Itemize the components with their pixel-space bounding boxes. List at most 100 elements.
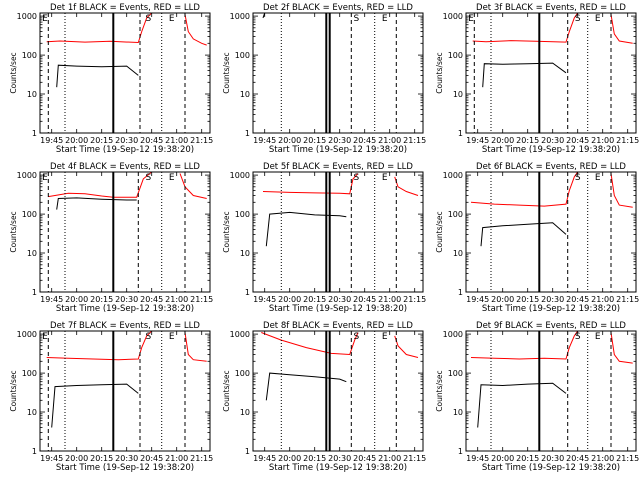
x-tick-label: 20:15 [303,136,326,145]
series-lld-segment-2 [610,14,633,44]
y-tick-label: 1000 [17,12,37,21]
x-tick-label: 20:30 [328,454,351,463]
y-axis-label: Counts/sec [222,211,231,252]
plot-area [46,13,207,88]
x-tick-label: 20:00 [65,454,88,463]
y-axis-label: Counts/sec [9,211,18,252]
panel-title: Det 7f BLACK = Events, RED = LLD [50,321,200,331]
x-axis-label: Start Time (19-Sep-12 19:38:20) [482,463,620,473]
x-tick-label: 21:00 [378,454,401,463]
panel-title: Det 2f BLACK = Events, RED = LLD [263,3,413,13]
x-tick-label: 20:00 [65,295,88,304]
x-tick-label: 21:15 [616,136,639,145]
plot-area [48,172,207,210]
x-tick-label: 20:00 [65,136,88,145]
x-tick-label: 21:00 [591,295,614,304]
series-lld-segment-1 [262,173,359,195]
plot-frame [465,330,637,452]
y-tick-label: 10 [453,249,463,258]
x-tick-label: 21:00 [165,136,188,145]
x-tick-label: 20:00 [491,136,514,145]
panel-title: Det 9f BLACK = Events, RED = LLD [476,321,626,331]
x-tick-label: 21:15 [403,454,426,463]
series-lld-segment-2 [394,335,419,358]
y-axis-label: Counts/sec [222,370,231,411]
x-axis-label: Start Time (19-Sep-12 19:38:20) [269,145,407,155]
series-lld-segment-2 [610,173,633,208]
x-tick-label: 20:45 [566,454,589,463]
marker-label-1: E [468,14,474,24]
y-axis-label: Counts/sec [9,370,18,411]
x-tick-label: 19:45 [40,136,63,145]
x-tick-label: 21:00 [378,136,401,145]
y-axis-label: Counts/sec [435,52,444,93]
plot-frame [465,171,637,293]
series-lld-segment-2 [610,332,633,364]
marker-label-2: E [595,173,601,183]
y-tick-label: 1 [458,129,463,138]
x-tick-label: 19:45 [253,295,276,304]
series-lld-segment-2 [179,173,207,199]
marker-label-2: E [382,14,388,24]
x-tick-label: 20:15 [303,454,326,463]
y-axis-label: Counts/sec [435,211,444,252]
marker-label-1: E [42,332,48,342]
y-tick-label: 1 [245,129,250,138]
x-tick-label: 20:30 [541,136,564,145]
x-axis-label: Start Time (19-Sep-12 19:38:20) [56,145,194,155]
marker-label-2: S [145,173,151,183]
x-tick-label: 19:45 [40,454,63,463]
y-axis-label: Counts/sec [9,52,18,93]
y-tick-label: 1 [32,288,37,297]
x-axis-label: Start Time (19-Sep-12 19:38:20) [56,304,194,314]
x-tick-label: 20:15 [516,454,539,463]
plot-frame [252,171,424,293]
series-events-segment-1 [265,372,347,401]
x-tick-label: 20:45 [353,454,376,463]
x-tick-label: 19:45 [466,295,489,304]
y-tick-label: 100 [235,51,250,60]
x-tick-label: 20:15 [303,295,326,304]
x-tick-label: 21:15 [190,136,213,145]
marker-label-2: E [382,332,388,342]
series-events-segment-1 [265,211,347,247]
series-events-segment-1 [482,62,567,88]
series-events-segment-1 [56,64,139,88]
plot-frame [252,12,424,134]
y-tick-label: 100 [22,210,37,219]
marker-label-1: E [42,14,48,24]
x-tick-label: 20:00 [491,295,514,304]
x-tick-label: 21:15 [403,136,426,145]
panel-title: Det 1f BLACK = Events, RED = LLD [50,3,200,13]
marker-label-2: S [145,14,151,24]
x-tick-label: 21:15 [190,454,213,463]
series-events-segment-1 [480,222,567,247]
plot-frame [465,12,637,134]
x-tick-label: 20:45 [353,136,376,145]
x-tick-label: 21:00 [165,454,188,463]
plot-area [46,331,207,428]
x-tick-label: 20:45 [140,295,163,304]
series-lld-segment-2 [394,176,419,196]
x-tick-label: 19:45 [40,295,63,304]
y-tick-label: 10 [240,249,250,258]
x-axis-label: Start Time (19-Sep-12 19:38:20) [482,145,620,155]
x-tick-label: 20:45 [353,295,376,304]
plot-area [470,331,633,428]
plot-frame [252,330,424,452]
panel-title: Det 3f BLACK = Events, RED = LLD [476,3,626,13]
y-tick-label: 1000 [443,12,463,21]
plot-area [262,173,419,247]
y-tick-label: 100 [448,369,463,378]
x-tick-label: 20:15 [90,295,113,304]
y-tick-label: 1 [458,447,463,456]
y-tick-label: 100 [22,369,37,378]
x-axis-label: Start Time (19-Sep-12 19:38:20) [269,304,407,314]
y-tick-label: 1000 [230,171,250,180]
